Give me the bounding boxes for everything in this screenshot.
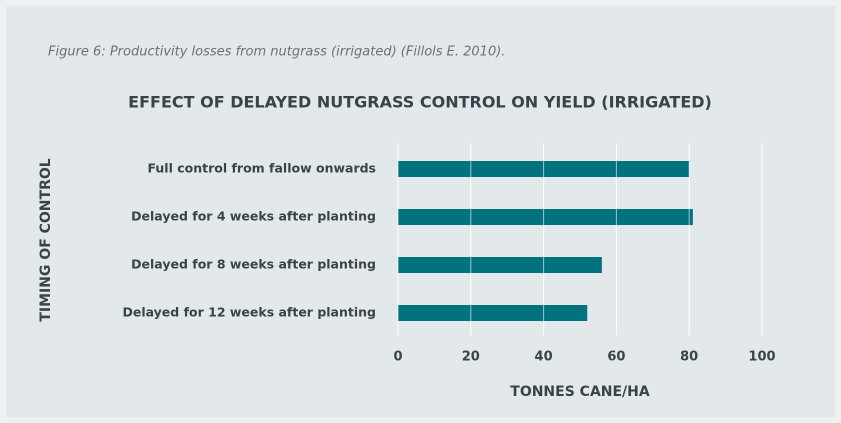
x-tick-label: 0 — [393, 350, 402, 365]
y-tick-label: Full control from fallow onwards — [147, 161, 376, 176]
bar — [398, 257, 602, 273]
y-axis-label: TIMING OF CONTROL — [38, 158, 54, 321]
x-tick-label: 80 — [680, 350, 698, 365]
y-tick-label: Delayed for 8 weeks after planting — [131, 257, 376, 272]
bar — [398, 305, 588, 321]
x-tick-label: 100 — [748, 350, 775, 365]
x-axis-label: TONNES CANE/HA — [510, 384, 650, 400]
y-tick-label: Delayed for 12 weeks after planting — [122, 305, 376, 320]
x-tick-label: 60 — [607, 350, 625, 365]
chart-title: EFFECT OF DELAYED NUTGRASS CONTROL ON YI… — [128, 93, 712, 112]
x-tick-label: 20 — [462, 350, 480, 365]
caption: Figure 6: Productivity losses from nutgr… — [48, 45, 505, 60]
x-tick-label: 40 — [535, 350, 553, 365]
bar — [398, 209, 693, 225]
y-tick-label: Delayed for 4 weeks after planting — [131, 209, 376, 224]
